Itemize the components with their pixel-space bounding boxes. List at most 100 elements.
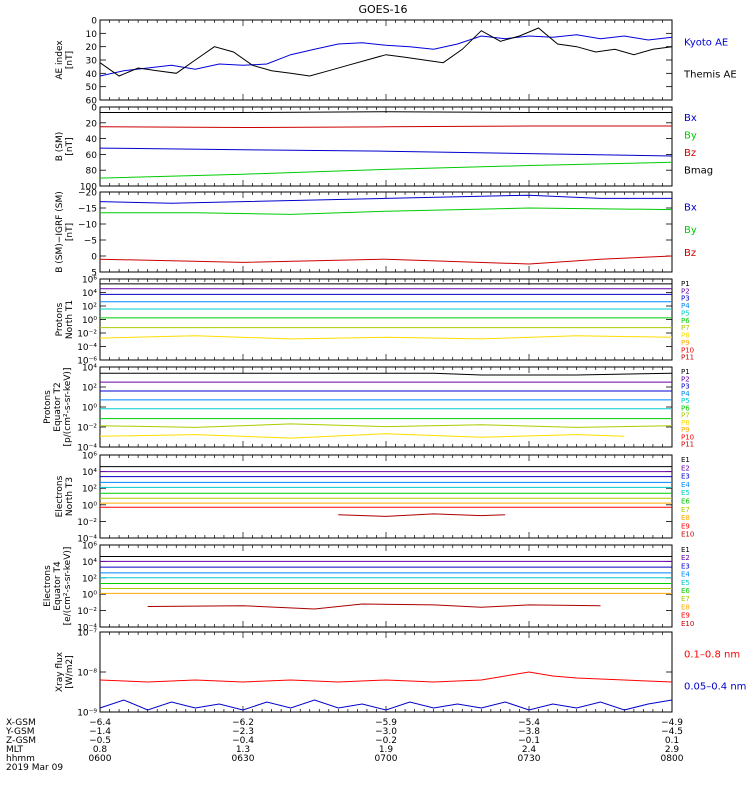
y-tick-label: 10⁴ [82, 364, 97, 374]
y-axis-label: Protons [55, 302, 65, 336]
legend-entry: P8 [681, 419, 690, 427]
y-tick-label: 100 [80, 183, 97, 193]
y-axis-label: Equator T2 [53, 382, 63, 431]
legend-entry: E5 [681, 489, 690, 497]
panel-bsm: 0 20 40 60 80 100 B (SM) [nT] Bx By Bz Bmag [55, 104, 713, 193]
panel-frame [99, 631, 673, 713]
y-tick-label: −20 [78, 189, 97, 199]
y-axis-label: North T3 [65, 477, 75, 516]
legend-entry: Bx [684, 202, 697, 213]
legend-entry: E6 [681, 498, 690, 506]
y-tick-label: 10⁶ [82, 542, 97, 552]
x-row-value: 0730 [518, 754, 541, 764]
y-tick-label: 10⁻² [77, 424, 97, 434]
y-tick-label: 10² [82, 574, 97, 584]
y-tick-label: 80 [86, 167, 98, 177]
x-row-value: −2.3 [232, 727, 254, 737]
legend-entry: P4 [681, 390, 690, 398]
legend-entry: E8 [681, 603, 690, 611]
series-line-e10 [147, 603, 601, 610]
panel-ae: 0 10 20 30 40 50 60 AE index [nT] Kyoto AE Themis … [55, 17, 737, 107]
panel-bigrf: −20 −15 −10 −5 0 5 B (SM)−IGRF (SM) [nT] Bx By Bz [55, 189, 697, 279]
y-axis-label: [p/(cm²-s-sr-keV)] [63, 368, 73, 447]
legend-entry: E1 [681, 546, 690, 554]
legend-entry: P7 [681, 324, 690, 332]
x-row-value: −5.9 [375, 718, 397, 728]
y-axis-label: Protons [43, 390, 53, 424]
x-row-value: 2.9 [665, 745, 680, 755]
y-tick-label: 10⁻² [77, 518, 97, 528]
x-row-value: 0600 [89, 754, 112, 764]
legend-entry: P5 [681, 397, 690, 405]
panel-frame [99, 544, 673, 628]
x-row-value: −6.4 [89, 718, 111, 728]
y-tick-label: 10⁰ [82, 591, 97, 601]
x-row-value: 0630 [232, 754, 255, 764]
y-axis-label: Xray flux [55, 651, 65, 692]
x-row-label: MLT [6, 745, 24, 755]
x-row-value: −1.4 [89, 727, 111, 737]
panel-electrons_t4: 10⁶ 10⁴ 10² 10⁰ 10⁻² 10⁻⁴ Electrons Equator T4[… [43, 542, 694, 634]
x-row-value: 1.3 [236, 745, 250, 755]
legend-entry: P3 [681, 383, 690, 391]
panel-protons_t1: 10⁶ 10⁴ 10² 10⁰ 10⁻² 10⁻⁴ 10⁻⁶ Protons North T1 P… [55, 276, 694, 367]
x-row-value: −4.9 [661, 718, 683, 728]
y-tick-label: −10 [78, 221, 97, 231]
series-line-bz [99, 125, 672, 129]
x-row-value: −3.0 [375, 727, 397, 737]
legend-entry: E5 [681, 579, 690, 587]
y-tick-label: 20 [86, 43, 98, 53]
y-tick-label: 5 [91, 269, 97, 279]
legend-entry: P9 [681, 426, 690, 434]
x-row-value: 0800 [661, 754, 684, 764]
y-axis-label: B (SM)−IGRF (SM) [55, 191, 65, 273]
legend-entry: Bx [684, 113, 697, 124]
x-row-label: Z-GSM [6, 736, 36, 746]
legend-entry: P10 [681, 346, 694, 354]
y-axis-label: B (SM) [55, 132, 65, 162]
legend-entry: P1 [681, 368, 690, 376]
legend-entry: P11 [681, 354, 694, 362]
legend-entry: E8 [681, 514, 690, 522]
legend-entry: E2 [681, 464, 690, 472]
legend-entry: By [684, 225, 697, 236]
legend-entry: P2 [681, 375, 690, 383]
y-axis-label: Electrons [55, 475, 65, 517]
series-line-kyoto-ae [99, 34, 673, 77]
y-tick-label: −5 [84, 237, 97, 247]
series-line-themis-ae [99, 27, 673, 77]
legend-entry: P7 [681, 412, 690, 420]
y-tick-label: −15 [78, 205, 97, 215]
legend-entry: By [684, 131, 697, 142]
x-row-value: −0.5 [89, 736, 111, 746]
x-row-value: 0.8 [93, 745, 108, 755]
y-tick-label: 10⁻⁶ [77, 357, 97, 367]
legend-entry: Bmag [684, 166, 713, 177]
legend-entry: P10 [681, 433, 694, 441]
series-line-p8 [99, 335, 673, 340]
y-tick-label: 60 [86, 151, 98, 161]
y-tick-label: 10⁰ [82, 501, 97, 511]
x-row-value: 1.9 [379, 745, 394, 755]
x-row-value: −3.8 [518, 727, 540, 737]
panel-xray: 10⁻⁷ 10⁻⁸ 10⁻⁹ Xray flux [W/m2] 0.1–0.8 nm 0.0… [55, 629, 746, 719]
y-tick-label: 40 [86, 135, 98, 145]
y-tick-label: 10⁶ [82, 452, 97, 462]
series-line-bx [99, 194, 672, 204]
legend-entry: E3 [681, 473, 690, 481]
y-tick-label: 10⁻⁴ [77, 343, 97, 353]
y-tick-label: 10² [82, 303, 97, 313]
y-axis-label: [nT] [65, 51, 75, 69]
series-line-bx [99, 147, 673, 157]
legend-entry: 0.1–0.8 nm [684, 650, 740, 661]
y-axis-label: [nT] [65, 223, 75, 241]
y-tick-label: 0 [91, 253, 97, 263]
legend-entry: E4 [681, 481, 690, 489]
legend-entry: P1 [681, 280, 690, 288]
y-tick-label: 50 [86, 83, 98, 93]
legend-entry: P11 [681, 441, 694, 449]
series-line-bz [99, 255, 673, 265]
legend-entry: E1 [681, 456, 690, 464]
legend-entry: E6 [681, 587, 690, 595]
legend-entry: Kyoto AE [684, 38, 728, 49]
